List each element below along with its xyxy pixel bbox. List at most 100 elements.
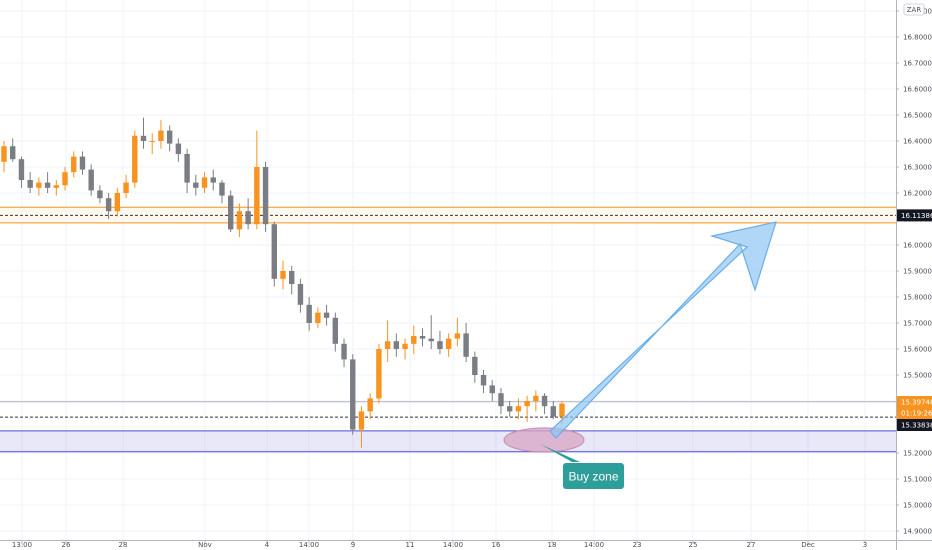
candle: [480, 369, 487, 394]
candle: [254, 130, 260, 230]
y-tick-label: 15.20000: [903, 450, 932, 458]
candle-body: [393, 341, 400, 349]
candle: [193, 174, 199, 196]
candle-body: [201, 177, 208, 188]
candle-body: [289, 271, 295, 284]
candle-body: [489, 385, 495, 394]
candle: [297, 278, 304, 313]
candle-body: [472, 356, 478, 375]
x-tick-label: Nov: [198, 541, 212, 549]
candle-body: [332, 317, 339, 344]
x-tick-label: 18: [548, 541, 557, 549]
y-tick-label: 15.50000: [903, 372, 932, 380]
candle: [227, 190, 234, 232]
candle-body: [140, 135, 147, 141]
candle: [437, 330, 443, 355]
candle: [402, 338, 408, 360]
candle-body: [175, 143, 182, 154]
candle: [1, 141, 7, 173]
candle: [393, 333, 400, 357]
buy-zone-ellipse: [503, 427, 585, 453]
candle-body: [79, 156, 86, 170]
candle-body: [236, 211, 243, 230]
candle: [323, 304, 330, 326]
x-tick-label: 13:00: [12, 541, 32, 549]
candle: [524, 395, 530, 422]
x-tick-label: 14:00: [443, 541, 463, 549]
candle: [184, 148, 190, 193]
buy-zone-callout: Buy zone: [540, 444, 624, 489]
candle: [489, 380, 495, 401]
candle-body: [158, 130, 164, 141]
candle-body: [10, 146, 16, 160]
candle: [140, 117, 147, 149]
buy-zone-label: Buy zone: [568, 470, 618, 484]
y-tick-label: 16.50000: [903, 112, 932, 120]
candle: [201, 172, 208, 193]
candle-body: [254, 167, 260, 225]
candle: [515, 398, 522, 420]
candle: [428, 315, 434, 349]
y-tick-label: 16.80000: [903, 34, 932, 42]
candle-body: [550, 406, 556, 417]
candle: [10, 138, 16, 162]
candle-body: [280, 271, 286, 279]
candle-body: [306, 304, 312, 323]
candle: [306, 297, 312, 331]
candle: [219, 180, 225, 204]
y-tick-label: 15.80000: [903, 294, 932, 302]
candle-body: [498, 393, 504, 407]
candle-body: [541, 395, 548, 407]
x-axis-panel: [0, 540, 932, 550]
candle-body: [149, 141, 155, 142]
candle: [411, 325, 417, 355]
candle: [498, 388, 504, 414]
candle: [350, 354, 356, 435]
price-badge-label: 01:19:26: [901, 410, 932, 418]
x-tick-label: 28: [119, 541, 128, 549]
candle-body: [411, 336, 417, 344]
candle-body: [44, 182, 51, 188]
x-tick-label: Dec: [801, 541, 815, 549]
candle: [358, 406, 365, 448]
candle-body: [1, 146, 7, 162]
candle-body: [437, 341, 443, 349]
candle: [367, 393, 373, 420]
y-tick-label: 15.00000: [903, 502, 932, 510]
x-tick-label: 27: [747, 541, 756, 549]
candle: [262, 161, 269, 232]
candle: [175, 138, 182, 162]
candle: [341, 338, 347, 368]
candle: [114, 187, 121, 217]
candle: [166, 125, 173, 152]
candle-body: [271, 224, 277, 279]
y-tick-label: 15.10000: [903, 476, 932, 484]
x-tick-label: 4: [265, 541, 270, 549]
candle: [463, 323, 469, 362]
candle-body: [533, 395, 539, 401]
candle-body: [297, 284, 304, 305]
x-tick-label: 25: [689, 541, 698, 549]
resistance-badge-label: 16.11386: [901, 212, 932, 220]
candle: [123, 174, 129, 199]
y-tick-label: 16.00000: [903, 242, 932, 250]
price-badge: [897, 419, 932, 431]
candle: [384, 320, 391, 362]
x-tick-label: 26: [62, 541, 71, 549]
candle-body: [376, 349, 382, 399]
target-arrow: [549, 221, 777, 439]
currency-label: ZAR: [907, 6, 922, 14]
resistance-badge: [897, 209, 932, 222]
currency-box: [903, 3, 925, 16]
candle: [62, 167, 68, 191]
x-tick-label: 14:00: [299, 541, 319, 549]
y-tick-label: 16.40000: [903, 138, 932, 146]
candle: [541, 393, 548, 414]
candle: [454, 317, 461, 347]
callout-pointer: [540, 444, 580, 462]
grid-layer: [0, 0, 896, 540]
candle: [506, 401, 513, 417]
candle-body: [97, 190, 103, 199]
